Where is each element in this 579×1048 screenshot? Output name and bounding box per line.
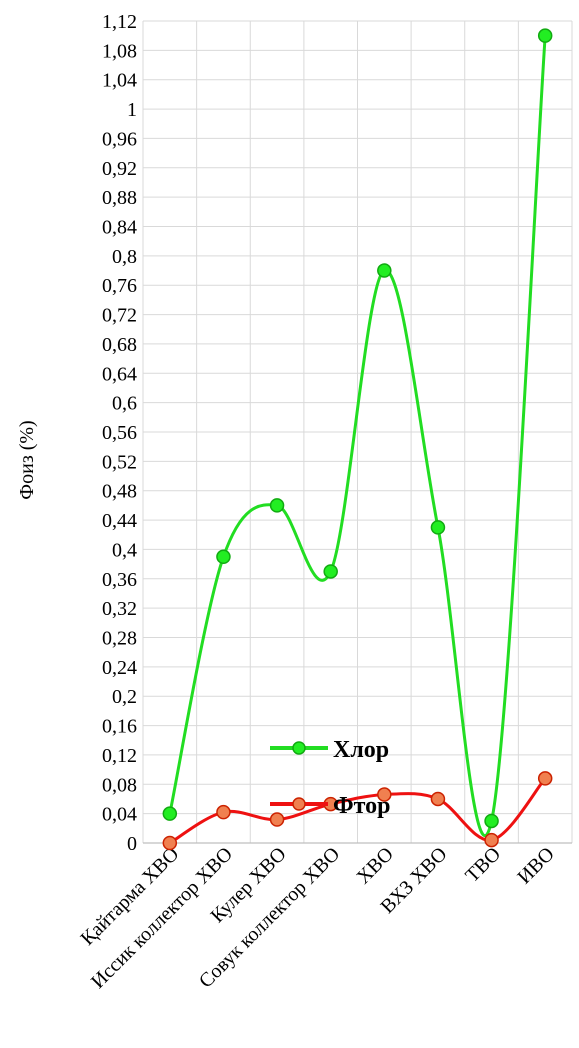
y-tick-label: 0,72 [102,305,137,327]
y-tick-label: 0,76 [102,275,137,297]
data-point [269,498,285,513]
y-tick-label: 0,4 [112,539,137,561]
y-tick-label: 1,04 [102,70,137,92]
y-tick-label: 0,2 [112,686,137,708]
y-tick-label: 0,08 [102,774,137,796]
grid [142,20,573,844]
y-tick-label: 0 [127,833,137,855]
series-lines [162,28,553,851]
y-tick-label: 0,88 [102,187,137,209]
y-tick-label: 0,84 [102,217,137,239]
data-point [430,791,446,807]
y-tick-label: 0,52 [102,451,137,473]
data-point [162,806,178,821]
data-point [537,771,553,786]
y-tick-label: 0,36 [102,569,137,591]
y-tick-label: 0,44 [102,510,137,532]
legend-marker-chlor [292,741,306,755]
x-tick-label: ТВО [461,843,505,887]
data-point [484,813,499,829]
x-tick-label: ХВО [352,843,397,888]
data-point [216,804,231,820]
data-point [162,835,178,851]
data-point [484,832,499,848]
data-point [377,263,392,278]
y-tick-label: 0,96 [102,128,137,150]
legend-label-chlor: Хлор [333,737,389,763]
legend-marker-ftor [292,797,306,811]
series-line-0 [168,35,547,838]
y-tick-label: 1,08 [102,40,137,62]
y-axis-ticks: 0 0,04 0,08 0,12 0,16 0,2 0,24 0,28 0,32 0,36 0,4 0… [102,11,137,855]
legend-label-ftor: Фтор [333,793,390,819]
y-tick-label: 0,24 [102,657,137,679]
y-tick-label: 0,32 [102,598,137,620]
data-point [537,28,553,43]
y-tick-label: 0,16 [102,716,137,738]
data-point [216,549,231,565]
y-tick-label: 1 [127,99,137,121]
data-point [377,787,392,802]
y-tick-label: 0,6 [112,393,137,415]
y-axis-label: Фоиз (%) [16,420,38,499]
y-tick-label: 0,68 [102,334,137,356]
y-tick-label: 0,8 [112,246,137,268]
y-tick-label: 1,12 [102,11,137,33]
data-point [430,520,446,535]
y-tick-label: 0,12 [102,745,137,767]
y-tick-label: 0,04 [102,804,137,826]
data-point [323,564,338,579]
y-tick-label: 0,48 [102,481,137,503]
y-tick-label: 0,64 [102,363,137,385]
legend: Хлор Фтор [270,737,390,819]
data-point [269,812,285,827]
y-tick-label: 0,56 [102,422,137,444]
x-tick-label: ИВО [513,843,558,888]
y-tick-label: 0,92 [102,158,137,180]
y-tick-label: 0,28 [102,628,137,650]
